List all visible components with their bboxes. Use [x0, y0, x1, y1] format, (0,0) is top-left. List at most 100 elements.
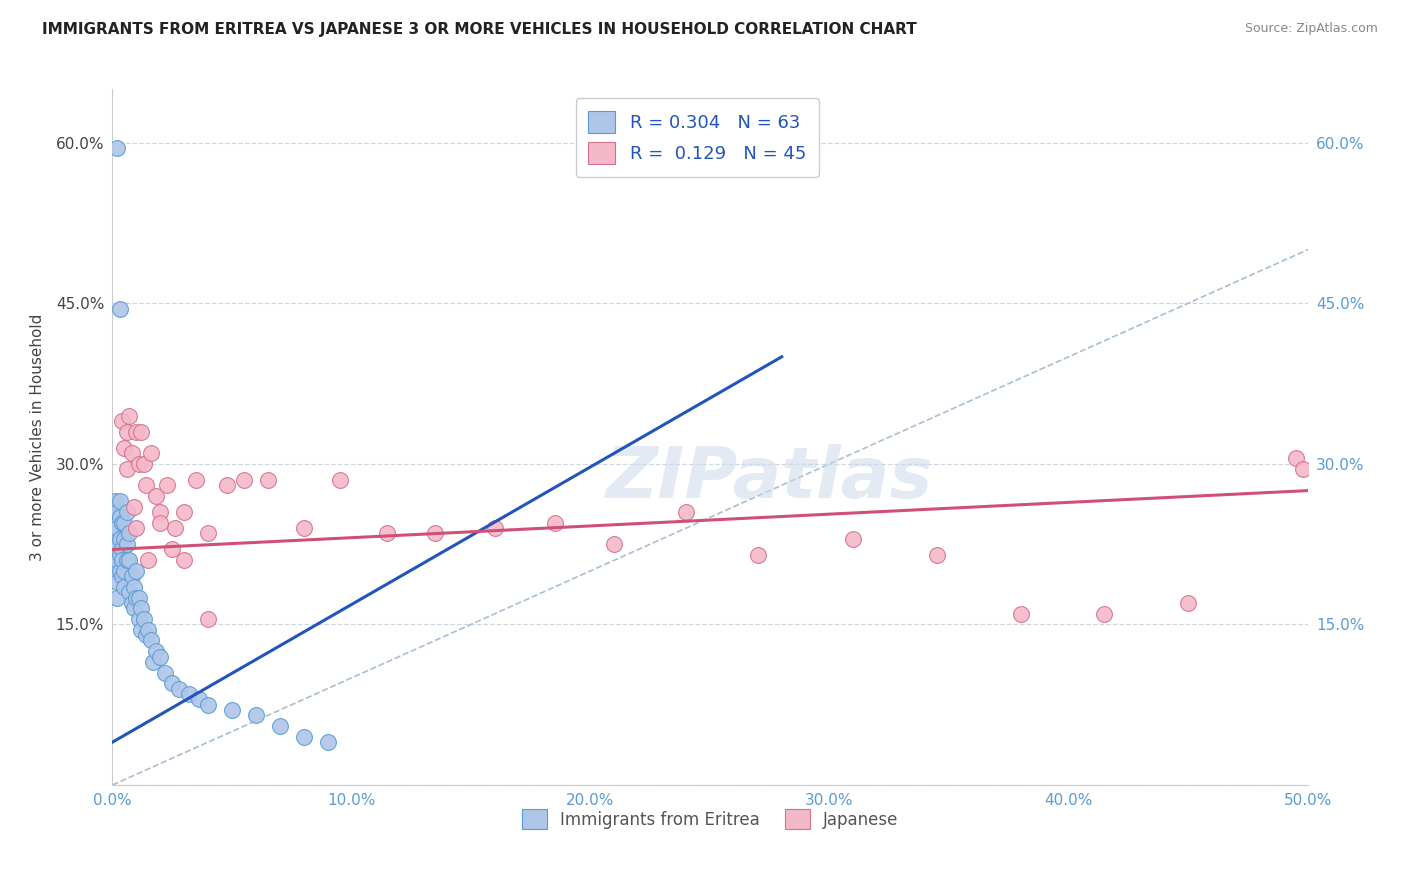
Point — [125, 425, 148, 439]
Point — [104, 526, 127, 541]
Text: IMMIGRANTS FROM ERITREA VS JAPANESE 3 OR MORE VEHICLES IN HOUSEHOLD CORRELATION : IMMIGRANTS FROM ERITREA VS JAPANESE 3 OR… — [42, 22, 917, 37]
Point — [108, 564, 131, 578]
Point — [105, 574, 128, 589]
Text: ZIPatlas: ZIPatlas — [606, 444, 934, 513]
Point — [197, 526, 219, 541]
Point — [108, 548, 131, 562]
Point — [128, 612, 150, 626]
Point — [329, 473, 352, 487]
Point — [105, 521, 128, 535]
Point — [115, 537, 138, 551]
Point — [292, 521, 315, 535]
Point — [104, 510, 127, 524]
Point — [484, 521, 506, 535]
Point — [292, 730, 315, 744]
Point — [125, 591, 148, 605]
Point — [105, 553, 128, 567]
Point — [425, 526, 447, 541]
Point — [927, 548, 949, 562]
Point — [162, 542, 183, 557]
Point — [138, 623, 160, 637]
Point — [108, 532, 131, 546]
Point — [149, 649, 172, 664]
Point — [173, 553, 195, 567]
Point — [257, 473, 280, 487]
Point — [105, 505, 128, 519]
Point — [111, 553, 134, 567]
Point — [233, 473, 256, 487]
Point — [132, 612, 155, 626]
Point — [108, 510, 131, 524]
Point — [118, 553, 141, 567]
Point — [162, 676, 183, 690]
Legend: Immigrants from Eritrea, Japanese: Immigrants from Eritrea, Japanese — [512, 799, 908, 839]
Point — [122, 500, 145, 514]
Point — [269, 719, 291, 733]
Point — [173, 505, 195, 519]
Point — [842, 532, 865, 546]
Point — [114, 516, 135, 530]
Point — [121, 569, 143, 583]
Point — [104, 516, 127, 530]
Point — [125, 521, 148, 535]
Point — [377, 526, 399, 541]
Point — [145, 489, 167, 503]
Point — [122, 580, 145, 594]
Point — [115, 505, 138, 519]
Point — [149, 505, 172, 519]
Point — [217, 478, 239, 492]
Point — [316, 735, 339, 749]
Text: Source: ZipAtlas.com: Source: ZipAtlas.com — [1244, 22, 1378, 36]
Point — [221, 703, 243, 717]
Point — [197, 698, 219, 712]
Point — [111, 414, 134, 428]
Point — [135, 628, 157, 642]
Point — [111, 569, 134, 583]
Point — [129, 425, 152, 439]
Point — [105, 591, 128, 605]
Point — [104, 564, 127, 578]
Point — [129, 601, 152, 615]
Point — [245, 708, 267, 723]
Point — [121, 596, 143, 610]
Point — [105, 537, 128, 551]
Point — [197, 612, 219, 626]
Point — [111, 542, 134, 557]
Point — [187, 692, 209, 706]
Point — [1292, 462, 1315, 476]
Point — [129, 623, 152, 637]
Point — [142, 655, 165, 669]
Point — [121, 446, 143, 460]
Point — [114, 532, 135, 546]
Point — [138, 553, 160, 567]
Point — [125, 564, 148, 578]
Point — [128, 591, 150, 605]
Point — [118, 526, 141, 541]
Point — [603, 537, 626, 551]
Point — [163, 521, 186, 535]
Point — [1094, 607, 1116, 621]
Point — [115, 553, 138, 567]
Point — [1285, 451, 1308, 466]
Point — [118, 585, 141, 599]
Point — [747, 548, 769, 562]
Point — [108, 494, 131, 508]
Point — [115, 462, 138, 476]
Point — [156, 478, 179, 492]
Point — [145, 644, 167, 658]
Point — [149, 516, 172, 530]
Point — [139, 446, 162, 460]
Y-axis label: 3 or more Vehicles in Household: 3 or more Vehicles in Household — [30, 313, 45, 561]
Point — [104, 532, 127, 546]
Point — [114, 564, 135, 578]
Point — [108, 301, 131, 316]
Point — [177, 687, 200, 701]
Point — [105, 141, 128, 155]
Point — [128, 457, 150, 471]
Point — [111, 516, 134, 530]
Point — [1010, 607, 1032, 621]
Point — [169, 681, 191, 696]
Point — [186, 473, 208, 487]
Point — [118, 409, 141, 423]
Point — [675, 505, 697, 519]
